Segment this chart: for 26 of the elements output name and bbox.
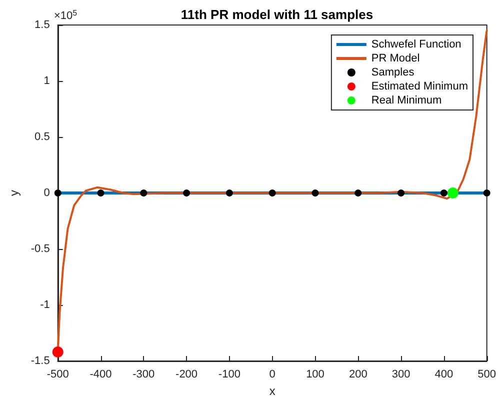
x-tick-label: 500	[478, 368, 496, 380]
legend-label: PR Model	[371, 52, 420, 64]
x-tick-label: -300	[132, 368, 155, 380]
y-tick-label: 0	[44, 187, 50, 199]
y-axis-title: y	[7, 190, 21, 196]
y-tick-label: 0.5	[34, 131, 50, 143]
legend-label: Real Minimum	[371, 94, 442, 106]
x-axis-title: x	[269, 384, 276, 398]
x-tick-label: 300	[392, 368, 410, 380]
x-tick-label: -400	[90, 368, 112, 380]
x-tick-label: -100	[218, 368, 240, 380]
x-tick-label: 400	[434, 368, 454, 380]
x-tick-label: 100	[306, 368, 324, 380]
x-tick-label: 200	[348, 368, 368, 380]
y-tick-label: -0.5	[30, 243, 50, 255]
legend-label: Samples	[371, 66, 415, 78]
x-tick-label: -200	[176, 368, 198, 380]
y-tick-label: 1	[44, 75, 50, 87]
y-tick-label: -1	[40, 299, 50, 311]
y-tick-label: -1.5	[30, 355, 50, 367]
chart-title: 11th PR model with 11 samples	[180, 7, 374, 22]
legend-label: Schwefel Function	[371, 38, 462, 50]
x-tick-label: -500	[46, 368, 69, 380]
legend-label: Estimated Minimum	[371, 80, 468, 92]
y-tick-label: 1.5	[34, 19, 50, 31]
x-tick-label: 0	[269, 368, 276, 380]
